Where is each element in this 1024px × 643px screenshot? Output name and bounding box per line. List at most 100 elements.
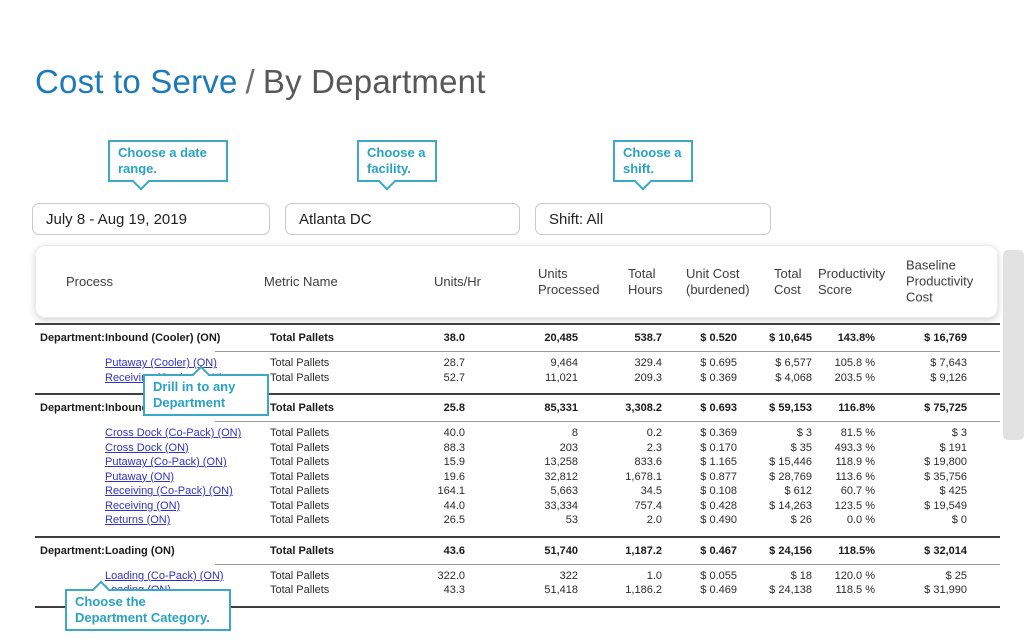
department-label: Department: [40,332,105,344]
process-units_hr: 164.1 [437,485,465,498]
process-total_hours: 2.0 [646,514,662,527]
metric-name: Total Pallets [270,514,330,527]
department-total_hours: 3,308.2 [625,402,662,414]
process-unit_cost: $ 0.108 [700,485,737,498]
process-units_hr: 28.7 [443,357,465,370]
department-units_hr: 25.8 [443,402,465,414]
process-productivity: 118.5 % [835,584,875,597]
metric-name: Total Pallets [270,441,330,454]
process-baseline_cost: $ 25 [945,569,967,582]
process-total_cost: $ 18 [790,569,812,582]
department-productivity: 118.5% [838,544,875,557]
column-header: Units/Hr [434,273,481,289]
process-total_hours: 757.4 [634,499,662,512]
process-units_processed: 322 [559,569,578,582]
process-units_hr: 88.3 [443,441,465,454]
process-link[interactable]: Receiving (Co-Pack) (ON) [105,485,233,498]
page-title-secondary: By Department [262,63,486,100]
process-row: Receiving (ON) Total Pallets 44.0 33,334 757… [35,499,1000,514]
page-title-primary: Cost to Serve [35,63,238,100]
process-units_processed: 32,812 [544,470,578,483]
process-row: Putaway (Co-Pack) (ON) Total Pallets 15.9 1… [35,455,1000,470]
column-header: Baseline Productivity Cost [906,257,974,305]
process-units_hr: 40.0 [443,427,465,440]
department-unit_cost: $ 0.467 [700,544,737,557]
process-units_hr: 44.0 [443,499,465,512]
process-unit_cost: $ 0.428 [700,499,737,512]
process-productivity: 120.0 % [834,569,875,582]
shift-input[interactable]: Shift: All [535,203,771,235]
process-link[interactable]: Returns (ON) [105,514,171,527]
process-row: Cross Dock (Co-Pack) (ON) Total Pallets 40… [35,426,1000,441]
metric-name: Total Pallets [270,332,334,344]
process-total_cost: $ 14,263 [769,499,812,512]
metric-name: Total Pallets [270,357,330,370]
department-label: Department: [40,402,105,414]
process-total_hours: 0.2 [646,427,662,440]
process-total_cost: $ 26 [790,514,812,527]
process-units_processed: 5,663 [550,485,578,498]
department-name: Inbound (Cooler) (ON) [105,332,221,344]
column-header: Metric Name [264,273,338,289]
process-productivity: 105.8 % [834,357,875,370]
process-total_hours: 1.0 [646,569,662,582]
metric-name: Total Pallets [270,371,330,384]
process-productivity: 0.0 % [846,514,875,527]
process-baseline_cost: $ 3 [951,427,967,440]
process-row: Putaway (ON) Total Pallets 19.6 32,812 1,678… [35,470,1000,485]
table-section: Department: Loading (ON) Total Pallets 43.6… [35,535,1000,608]
department-baseline_cost: $ 32,014 [924,544,967,557]
column-header: Units Processed [538,265,600,297]
department-total_cost: $ 10,645 [769,332,812,344]
column-header: Total Cost [774,265,802,297]
process-link[interactable]: Cross Dock (Co-Pack) (ON) [105,427,242,440]
page-title-separator: / [245,63,255,100]
process-total_hours: 34.5 [640,485,662,498]
callout-shift: Choose a shift. [613,140,693,191]
callout-category: Choose the Department Category. [65,580,231,632]
table-section: Department: Inbound (ON) Total Pallets 25.8… [35,393,1000,536]
department-total_hours: 538.7 [634,332,662,344]
department-units_processed: 85,331 [544,402,578,414]
process-baseline_cost: $ 9,126 [930,371,967,384]
process-units_processed: 203 [559,441,578,454]
process-baseline_cost: $ 191 [939,441,967,454]
process-total_cost: $ 612 [784,485,812,498]
process-total_hours: 329.4 [634,357,662,370]
process-unit_cost: $ 0.369 [700,371,737,384]
process-total_hours: 209.3 [634,371,662,384]
process-link[interactable]: Loading (Co-Pack) (ON) [105,569,224,582]
process-unit_cost: $ 0.877 [700,470,737,483]
process-unit_cost: $ 0.055 [700,569,737,582]
process-row: Putaway (Cooler) (ON) Total Pallets 28.7 9,… [35,356,1000,371]
facility-input[interactable]: Atlanta DC [285,203,520,235]
process-row: Loading (Co-Pack) (ON) Total Pallets 322.0… [35,569,1000,584]
process-total_hours: 833.6 [634,456,662,469]
scrollbar[interactable] [1003,250,1024,440]
process-link[interactable]: Putaway (ON) [105,470,175,483]
process-productivity: 118.9 % [835,456,875,469]
process-link[interactable]: Putaway (Co-Pack) (ON) [105,456,227,469]
divider [215,563,1000,565]
date-range-input[interactable]: July 8 - Aug 19, 2019 [32,203,270,235]
process-units_hr: 15.9 [443,456,465,469]
process-total_cost: $ 28,769 [769,470,812,483]
process-link[interactable]: Putaway (Cooler) (ON) [105,357,217,370]
process-row: Cross Dock (ON) Total Pallets 88.3 203 2.3 $ … [35,441,1000,456]
process-units_hr: 26.5 [443,514,465,527]
process-total_hours: 1,186.2 [625,584,662,597]
divider [215,421,1000,422]
column-header: Productivity Score [818,265,886,297]
process-link[interactable]: Receiving (ON) [105,499,181,512]
department-units_hr: 38.0 [443,332,465,344]
process-link[interactable]: Cross Dock (ON) [105,441,189,454]
process-baseline_cost: $ 0 [951,514,967,527]
process-baseline_cost: $ 19,549 [924,499,967,512]
process-productivity: 123.5 % [834,499,875,512]
process-total_cost: $ 4,068 [775,371,812,384]
metric-name: Total Pallets [270,427,330,440]
process-baseline_cost: $ 35,756 [924,470,967,483]
process-baseline_cost: $ 425 [939,485,967,498]
process-unit_cost: $ 1.165 [700,456,737,469]
